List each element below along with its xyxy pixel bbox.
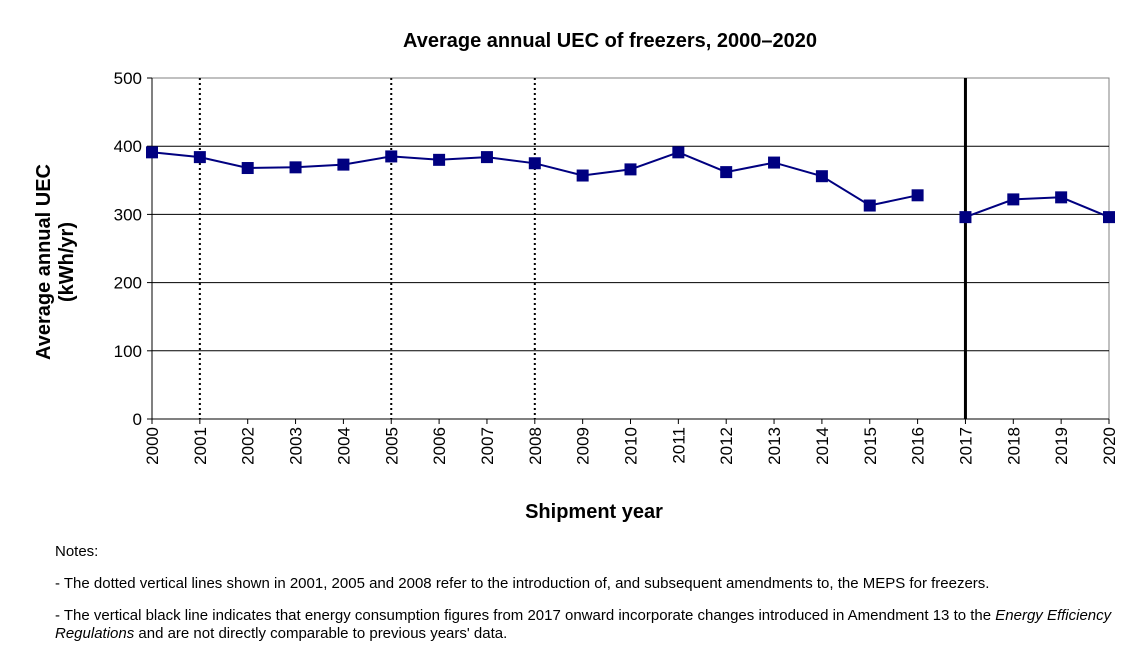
data-point-2019 (1055, 191, 1068, 204)
x-tick-label-2003: 2003 (287, 427, 306, 465)
x-tick-label-2005: 2005 (382, 427, 401, 465)
y-tick-label-400: 400 (114, 137, 142, 156)
chart: Average annual UEC of freezers, 2000–202… (33, 30, 1119, 523)
x-tick-label-2016: 2016 (909, 427, 928, 465)
x-tick-label-2009: 2009 (574, 427, 593, 465)
x-tick-label-2008: 2008 (526, 427, 545, 465)
y-axis-label: Average annual UEC (kWh/yr) (33, 164, 78, 360)
y-tick-label-100: 100 (114, 342, 142, 361)
x-tick-label-2007: 2007 (478, 427, 497, 465)
note-amendment-regulations: Energy Efficiency Regulations (55, 607, 1112, 642)
data-point-2017 (959, 211, 972, 224)
y-axis-label-line-1: Average annual UEC (33, 164, 55, 360)
plot-area: 0 100 200 300 400 500 2000 2001 2002 2003 2004 2005… (114, 69, 1119, 465)
y-tick-label-500: 500 (114, 69, 142, 88)
x-tick-label-2017: 2017 (956, 427, 975, 465)
data-point-2009 (576, 169, 589, 182)
x-tick-label-2020: 2020 (1100, 427, 1119, 465)
note-meps: - The dotted vertical lines shown in 200… (55, 575, 990, 592)
data-point-2016 (911, 189, 924, 202)
data-point-2006 (433, 153, 446, 166)
data-point-2015 (863, 199, 876, 212)
x-tick-label-2004: 2004 (334, 427, 353, 465)
y-axis-label-line-2: (kWh/yr) (56, 222, 78, 302)
x-tick-label-2006: 2006 (430, 427, 449, 465)
note-amendment-text-end: and are not directly comparable to previ… (134, 625, 508, 642)
x-axis-label: Shipment year (525, 501, 663, 523)
data-point-2004 (337, 158, 350, 171)
data-point-2012 (720, 166, 733, 179)
data-point-2020 (1103, 211, 1115, 224)
data-point-2003 (289, 161, 302, 174)
y-tick-label-200: 200 (114, 274, 142, 293)
x-tick-label-2013: 2013 (765, 427, 784, 465)
y-tick-label-0: 0 (133, 410, 142, 429)
notes: Notes: - The dotted vertical lines shown… (55, 543, 1115, 643)
data-point-2011 (672, 146, 685, 159)
data-point-2007 (480, 151, 493, 164)
note-amendment-text-start: - The vertical black line indicates that… (55, 607, 996, 624)
x-tick-label-2014: 2014 (813, 427, 832, 465)
data-point-2001 (193, 151, 206, 164)
x-tick-label-2010: 2010 (622, 427, 641, 465)
x-tick-label-2001: 2001 (191, 427, 210, 465)
series-line-segment-2 (965, 196, 1110, 219)
data-point-2010 (624, 163, 637, 176)
notes-heading: Notes: (55, 543, 99, 560)
x-tick-label-2011: 2011 (669, 427, 688, 464)
note-amendment: - The vertical black line indicates that… (55, 607, 1115, 643)
x-tick-label-2018: 2018 (1004, 427, 1023, 465)
plot-frame (151, 77, 1110, 420)
x-tick-label-2012: 2012 (717, 427, 736, 465)
x-tick-label-2019: 2019 (1052, 427, 1071, 465)
data-point-2002 (241, 162, 254, 175)
x-tick-label-2000: 2000 (143, 427, 162, 465)
chart-title: Average annual UEC of freezers, 2000–202… (403, 30, 817, 52)
y-tick-label-300: 300 (114, 205, 142, 224)
x-tick-label-2015: 2015 (861, 427, 880, 465)
data-point-2018 (1007, 193, 1020, 206)
data-point-2008 (528, 157, 541, 170)
data-point-2005 (385, 150, 398, 163)
data-point-2014 (815, 170, 828, 183)
data-point-2000 (146, 146, 158, 159)
data-point-2013 (768, 156, 781, 169)
x-tick-label-2002: 2002 (239, 427, 258, 465)
